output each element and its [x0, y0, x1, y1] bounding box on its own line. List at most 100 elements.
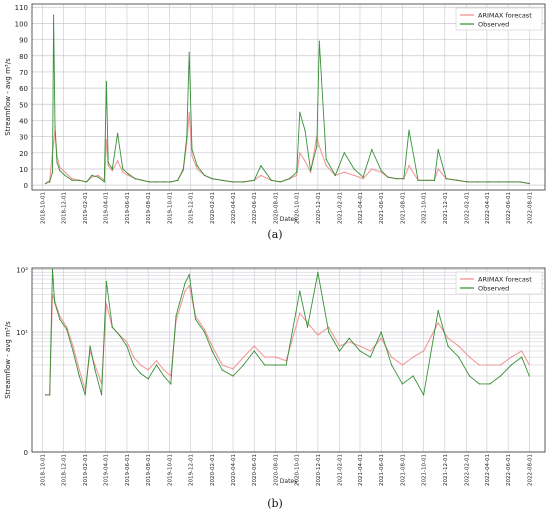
- data-point: [107, 161, 109, 164]
- x-tick-label: 2021-04-01: [358, 192, 364, 224]
- data-point: [447, 337, 449, 339]
- data-point: [437, 310, 439, 312]
- data-point: [456, 179, 458, 181]
- data-point: [51, 171, 54, 173]
- data-point: [380, 331, 382, 333]
- x-axis-label: Dates: [280, 478, 297, 485]
- x-tick-label: 2021-06-01: [379, 454, 385, 486]
- data-point: [499, 375, 502, 377]
- data-point: [401, 383, 403, 385]
- data-point: [133, 356, 135, 358]
- data-point: [117, 132, 119, 134]
- data-point: [510, 364, 512, 366]
- x-tick-label: 2019-02-01: [83, 192, 89, 224]
- data-point: [59, 315, 61, 317]
- data-point: [53, 14, 55, 16]
- x-axis-label: Dates: [280, 216, 297, 223]
- x-tick-label: 2022-02-01: [464, 454, 470, 486]
- data-point: [391, 364, 393, 366]
- data-point: [489, 364, 491, 366]
- x-tick-label: 2020-08-01: [273, 454, 279, 486]
- x-tick-label: 2021-06-01: [379, 192, 385, 224]
- data-point: [279, 181, 281, 183]
- data-point: [437, 168, 439, 170]
- data-point: [66, 328, 68, 331]
- data-point: [299, 152, 301, 154]
- x-tick-label: 2021-12-01: [443, 454, 449, 486]
- data-point: [253, 179, 255, 181]
- data-point: [105, 303, 107, 305]
- y-tick-label: 40: [19, 117, 28, 125]
- legend-box: [455, 271, 543, 295]
- x-tick-label: 2019-08-01: [146, 192, 152, 224]
- x-tick-label: 2022-04-01: [485, 192, 491, 224]
- data-point: [447, 345, 449, 347]
- y-tick-label: 110: [15, 4, 28, 12]
- data-point: [221, 364, 223, 366]
- x-tick-label: 2021-12-01: [443, 192, 449, 224]
- series-line-observed: [45, 15, 530, 184]
- data-point: [371, 149, 373, 151]
- data-point: [45, 182, 47, 185]
- data-point: [528, 375, 530, 377]
- data-point: [89, 345, 91, 347]
- series-line-arimax-forecast: [45, 112, 530, 185]
- data-point: [264, 364, 266, 366]
- data-point: [51, 268, 54, 270]
- data-point: [253, 345, 255, 347]
- data-point: [78, 179, 80, 181]
- data-point: [232, 375, 234, 377]
- data-point: [359, 345, 361, 347]
- data-point: [221, 179, 223, 181]
- data-point: [242, 356, 245, 358]
- data-point: [59, 166, 61, 168]
- data-point: [274, 364, 277, 366]
- x-tick-label: 2021-02-01: [337, 192, 343, 224]
- x-tick-label: 2020-10-01: [295, 454, 301, 486]
- data-point: [91, 174, 93, 176]
- data-point: [71, 179, 73, 181]
- data-point: [163, 369, 165, 371]
- data-point: [369, 356, 371, 358]
- data-point: [118, 334, 120, 336]
- data-point: [111, 168, 113, 170]
- data-point: [296, 171, 298, 173]
- data-point: [184, 290, 186, 292]
- data-point: [186, 136, 188, 138]
- data-point: [458, 356, 460, 358]
- x-tick-label: 2019-12-01: [189, 192, 195, 224]
- data-point: [528, 182, 530, 185]
- data-point: [242, 364, 245, 366]
- data-point: [328, 326, 330, 328]
- data-point: [127, 173, 129, 175]
- data-point: [163, 375, 165, 377]
- data-point: [478, 364, 480, 366]
- data-point: [260, 174, 262, 176]
- data-point: [328, 331, 330, 333]
- data-point: [184, 282, 186, 284]
- x-tick-label: 2020-02-01: [210, 192, 216, 224]
- y-tick-label: 10¹: [16, 329, 28, 337]
- legend-label: ARIMAX forecast: [478, 12, 532, 20]
- x-tick-label: 2022-04-01: [485, 454, 491, 486]
- data-point: [133, 364, 135, 366]
- data-point: [105, 280, 107, 283]
- x-tick-label: 2020-12-01: [316, 454, 322, 486]
- data-point: [260, 165, 262, 167]
- data-point: [270, 179, 272, 181]
- x-tick-label: 2022-08-01: [527, 454, 533, 486]
- plot-frame: [31, 3, 546, 191]
- data-point: [78, 369, 80, 371]
- data-point: [97, 174, 99, 176]
- data-point: [285, 364, 287, 366]
- series-line-observed: [45, 269, 530, 397]
- x-tick-label: 2020-08-01: [273, 192, 279, 224]
- data-point: [299, 290, 301, 292]
- data-point: [86, 181, 88, 183]
- y-tick-label: 30: [19, 134, 28, 142]
- data-point: [103, 181, 105, 183]
- data-point: [353, 168, 355, 170]
- data-point: [317, 334, 319, 336]
- x-tick-label: 2020-06-01: [252, 454, 258, 486]
